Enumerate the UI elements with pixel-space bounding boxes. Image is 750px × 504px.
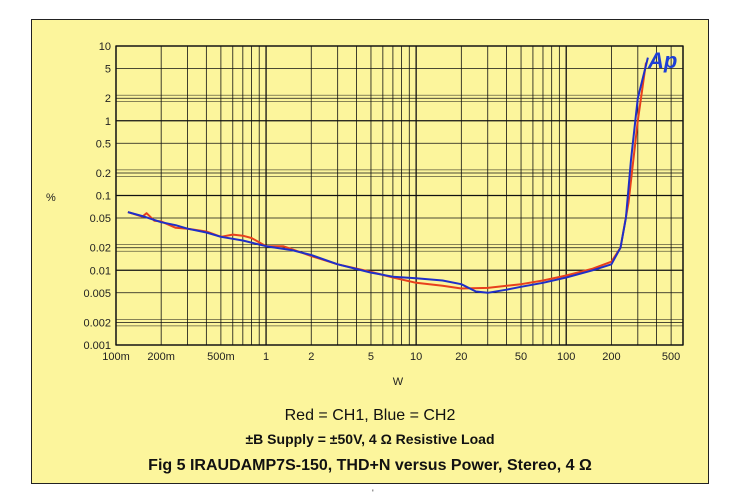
x-tick-label: 2 — [308, 351, 314, 363]
x-tick-label: 200 — [602, 351, 620, 363]
x-tick-label: 1 — [263, 351, 269, 363]
chart-title: Fig 5 IRAUDAMP7S-150, THD+N versus Power… — [148, 457, 592, 474]
x-tick-label: 100 — [557, 351, 575, 363]
x-tick-label: 5 — [368, 351, 374, 363]
y-axis-label: % — [46, 192, 56, 204]
x-tick-label: 500 — [662, 351, 680, 363]
chart-subtitle: ±B Supply = ±50V, 4 Ω Resistive Load — [245, 431, 495, 447]
legend-text: Red = CH1, Blue = CH2 — [284, 407, 456, 424]
series-layer — [127, 57, 649, 294]
y-tick-label: 0.001 — [83, 340, 111, 352]
figure-panel: 100m 200m 500m 1 2 5 10 20 50 100 200 500 10 5 2 1 0.5 0.… — [31, 19, 709, 484]
x-tick-label: 500m — [207, 351, 235, 363]
thd-chart: 100m 200m 500m 1 2 5 10 20 50 100 200 500 10 5 2 1 0.5 0.… — [46, 41, 684, 388]
y-tick-label: 0.01 — [90, 265, 111, 277]
y-tick-label: 5 — [105, 64, 111, 76]
x-tick-label: 100m — [102, 351, 130, 363]
y-tick-label: 2 — [105, 93, 111, 105]
plot-frame — [115, 45, 684, 346]
ap-logo: Ap — [647, 48, 677, 73]
y-tick-label: 0.1 — [96, 191, 111, 203]
x-tick-label: 20 — [455, 351, 467, 363]
y-tick-label: 0.05 — [90, 213, 111, 225]
y-tick-label: 10 — [99, 41, 111, 53]
y-tick-label: 0.002 — [83, 317, 111, 329]
tick-labels: 100m 200m 500m 1 2 5 10 20 50 100 200 500 10 5 2 1 0.5 0.… — [83, 41, 680, 363]
x-tick-label: 50 — [515, 351, 527, 363]
grid — [115, 45, 684, 346]
x-axis-label: W — [393, 376, 404, 388]
y-tick-label: 0.2 — [96, 168, 111, 180]
y-tick-label: 1 — [105, 116, 111, 128]
y-tick-label: 0.5 — [96, 138, 111, 150]
x-tick-label: 10 — [410, 351, 422, 363]
y-tick-label: 0.005 — [83, 288, 111, 300]
x-tick-label: 200m — [147, 351, 175, 363]
series-line-ch1 — [127, 62, 647, 290]
page-mark: ʹ — [372, 488, 374, 498]
y-tick-label: 0.02 — [90, 243, 111, 255]
series-line-ch2 — [127, 57, 649, 294]
